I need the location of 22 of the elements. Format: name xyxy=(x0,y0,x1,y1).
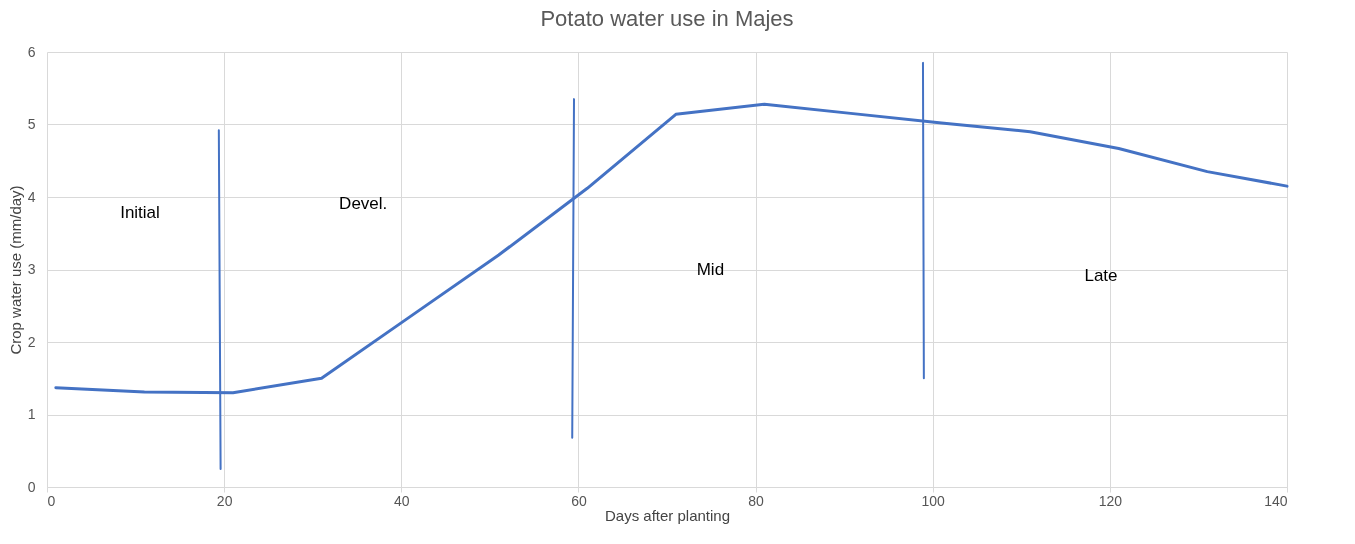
x-tick-label: 0 xyxy=(47,492,56,509)
y-tick-label: 2 xyxy=(27,333,36,350)
y-axis-title: Crop water use (mm/day) xyxy=(6,185,24,355)
x-tick-label: 120 xyxy=(1098,492,1123,509)
x-tick-label: 100 xyxy=(921,492,946,509)
x-tick-label: 40 xyxy=(394,492,410,509)
annotation: Initial xyxy=(120,202,160,222)
x-tick-label: 80 xyxy=(748,492,765,509)
x-tick-label: 20 xyxy=(216,492,233,509)
x-tick-label: 140 xyxy=(1264,492,1288,509)
y-tick-label: 5 xyxy=(27,116,36,132)
y-tick-label: 0 xyxy=(27,478,36,495)
chart-title: Potato water use in Majes xyxy=(540,6,794,31)
y-tick-label: 6 xyxy=(27,43,36,60)
annotation: Late xyxy=(1084,266,1118,286)
y-tick-label: 1 xyxy=(27,406,36,422)
y-tick-label: 3 xyxy=(27,261,36,277)
x-tick-label: 60 xyxy=(571,492,587,509)
x-axis-title: Days after planting xyxy=(604,506,731,524)
y-tick-label: 4 xyxy=(27,188,36,205)
annotation: Devel. xyxy=(339,194,388,214)
annotation: Mid xyxy=(696,259,725,279)
